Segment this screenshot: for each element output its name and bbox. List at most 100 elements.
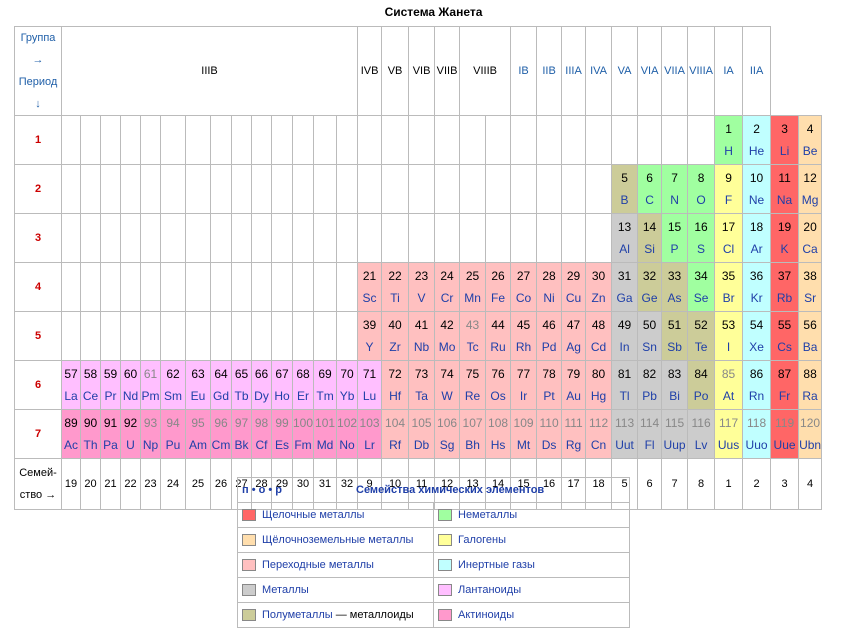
element-cell[interactable]: 13 Al bbox=[611, 213, 639, 263]
element-cell[interactable]: 14 Si bbox=[637, 213, 663, 263]
element-cell[interactable]: 27 Co bbox=[510, 262, 538, 312]
element-cell[interactable]: 12 Mg bbox=[798, 164, 823, 214]
element-cell[interactable]: 78 Pt bbox=[536, 360, 563, 410]
element-cell[interactable]: 2 He bbox=[742, 115, 772, 165]
element-cell[interactable]: 84 Po bbox=[687, 360, 716, 410]
element-cell[interactable]: 85 At bbox=[714, 360, 744, 410]
element-cell[interactable]: 115 Uup bbox=[661, 409, 689, 459]
element-cell[interactable]: 97 Bk bbox=[231, 409, 252, 459]
element-cell[interactable]: 19 K bbox=[770, 213, 800, 263]
element-cell[interactable]: 46 Pd bbox=[536, 311, 563, 361]
element-cell[interactable]: 43 Tc bbox=[459, 311, 487, 361]
element-cell[interactable]: 68 Er bbox=[291, 360, 315, 410]
element-cell[interactable]: 90 Th bbox=[80, 409, 101, 459]
element-cell[interactable]: 20 Ca bbox=[798, 213, 823, 263]
element-cell[interactable]: 45 Rh bbox=[510, 311, 538, 361]
element-cell[interactable]: 117 Uus bbox=[714, 409, 744, 459]
element-cell[interactable]: 25 Mn bbox=[459, 262, 487, 312]
element-cell[interactable]: 4 Be bbox=[798, 115, 823, 165]
legend-item[interactable]: Лантаноиды bbox=[433, 577, 630, 603]
element-cell[interactable]: 11 Na bbox=[770, 164, 800, 214]
element-cell[interactable]: 110 Ds bbox=[536, 409, 563, 459]
legend-item[interactable]: Неметаллы bbox=[433, 502, 630, 528]
element-cell[interactable]: 24 Cr bbox=[434, 262, 461, 312]
element-cell[interactable]: 118 Uuo bbox=[742, 409, 772, 459]
element-cell[interactable]: 31 Ga bbox=[611, 262, 639, 312]
element-cell[interactable]: 69 Tm bbox=[313, 360, 338, 410]
element-cell[interactable]: 101 Md bbox=[313, 409, 338, 459]
element-cell[interactable]: 105 Db bbox=[408, 409, 436, 459]
element-cell[interactable]: 94 Pu bbox=[160, 409, 186, 459]
legend-item[interactable]: Галогены bbox=[433, 527, 630, 553]
element-cell[interactable]: 34 Se bbox=[687, 262, 716, 312]
element-cell[interactable]: 57 La bbox=[61, 360, 81, 410]
legend-nav-links[interactable]: п • о • р bbox=[242, 484, 283, 496]
element-cell[interactable]: 74 W bbox=[434, 360, 461, 410]
element-cell[interactable]: 61 Pm bbox=[140, 360, 161, 410]
element-cell[interactable]: 36 Kr bbox=[742, 262, 772, 312]
element-cell[interactable]: 51 Sb bbox=[661, 311, 689, 361]
element-cell[interactable]: 106 Sg bbox=[434, 409, 461, 459]
element-cell[interactable]: 56 Ba bbox=[798, 311, 823, 361]
element-cell[interactable]: 120 Ubn bbox=[798, 409, 823, 459]
element-cell[interactable]: 100 Fm bbox=[291, 409, 315, 459]
element-cell[interactable]: 82 Pb bbox=[637, 360, 663, 410]
element-cell[interactable]: 93 Np bbox=[140, 409, 161, 459]
element-cell[interactable]: 80 Hg bbox=[585, 360, 613, 410]
element-cell[interactable]: 66 Dy bbox=[251, 360, 272, 410]
element-cell[interactable]: 119 Uue bbox=[770, 409, 800, 459]
element-cell[interactable]: 26 Fe bbox=[485, 262, 512, 312]
element-cell[interactable]: 77 Ir bbox=[510, 360, 538, 410]
element-cell[interactable]: 112 Cn bbox=[585, 409, 613, 459]
element-cell[interactable]: 96 Cm bbox=[210, 409, 232, 459]
element-cell[interactable]: 30 Zn bbox=[585, 262, 613, 312]
element-cell[interactable]: 39 Y bbox=[357, 311, 383, 361]
element-cell[interactable]: 92 U bbox=[120, 409, 141, 459]
element-cell[interactable]: 21 Sc bbox=[357, 262, 383, 312]
legend-item[interactable]: Щёлочноземельные металлы bbox=[237, 527, 434, 553]
element-cell[interactable]: 114 Fl bbox=[637, 409, 663, 459]
legend-item[interactable]: Инертные газы bbox=[433, 552, 630, 578]
element-cell[interactable]: 71 Lu bbox=[357, 360, 383, 410]
element-cell[interactable]: 63 Eu bbox=[185, 360, 211, 410]
element-cell[interactable]: 99 Es bbox=[271, 409, 293, 459]
element-cell[interactable]: 102 No bbox=[336, 409, 359, 459]
element-cell[interactable]: 73 Ta bbox=[408, 360, 436, 410]
element-cell[interactable]: 76 Os bbox=[485, 360, 512, 410]
element-cell[interactable]: 18 Ar bbox=[742, 213, 772, 263]
element-cell[interactable]: 64 Gd bbox=[210, 360, 232, 410]
element-cell[interactable]: 3 Li bbox=[770, 115, 800, 165]
element-cell[interactable]: 33 As bbox=[661, 262, 689, 312]
element-cell[interactable]: 44 Ru bbox=[485, 311, 512, 361]
element-cell[interactable]: 58 Ce bbox=[80, 360, 101, 410]
element-cell[interactable]: 28 Ni bbox=[536, 262, 563, 312]
element-cell[interactable]: 98 Cf bbox=[251, 409, 272, 459]
element-cell[interactable]: 52 Te bbox=[687, 311, 716, 361]
element-cell[interactable]: 50 Sn bbox=[637, 311, 663, 361]
element-cell[interactable]: 22 Ti bbox=[381, 262, 410, 312]
element-cell[interactable]: 72 Hf bbox=[381, 360, 410, 410]
element-cell[interactable]: 109 Mt bbox=[510, 409, 538, 459]
element-cell[interactable]: 48 Cd bbox=[585, 311, 613, 361]
element-cell[interactable]: 87 Fr bbox=[770, 360, 800, 410]
element-cell[interactable]: 107 Bh bbox=[459, 409, 487, 459]
element-cell[interactable]: 23 V bbox=[408, 262, 436, 312]
element-cell[interactable]: 49 In bbox=[611, 311, 639, 361]
element-cell[interactable]: 91 Pa bbox=[100, 409, 121, 459]
element-cell[interactable]: 108 Hs bbox=[485, 409, 512, 459]
element-cell[interactable]: 15 P bbox=[661, 213, 689, 263]
element-cell[interactable]: 32 Ge bbox=[637, 262, 663, 312]
element-cell[interactable]: 86 Rn bbox=[742, 360, 772, 410]
element-cell[interactable]: 17 Cl bbox=[714, 213, 744, 263]
element-cell[interactable]: 79 Au bbox=[561, 360, 587, 410]
element-cell[interactable]: 75 Re bbox=[459, 360, 487, 410]
element-cell[interactable]: 62 Sm bbox=[160, 360, 186, 410]
element-cell[interactable]: 53 I bbox=[714, 311, 744, 361]
element-cell[interactable]: 60 Nd bbox=[120, 360, 141, 410]
